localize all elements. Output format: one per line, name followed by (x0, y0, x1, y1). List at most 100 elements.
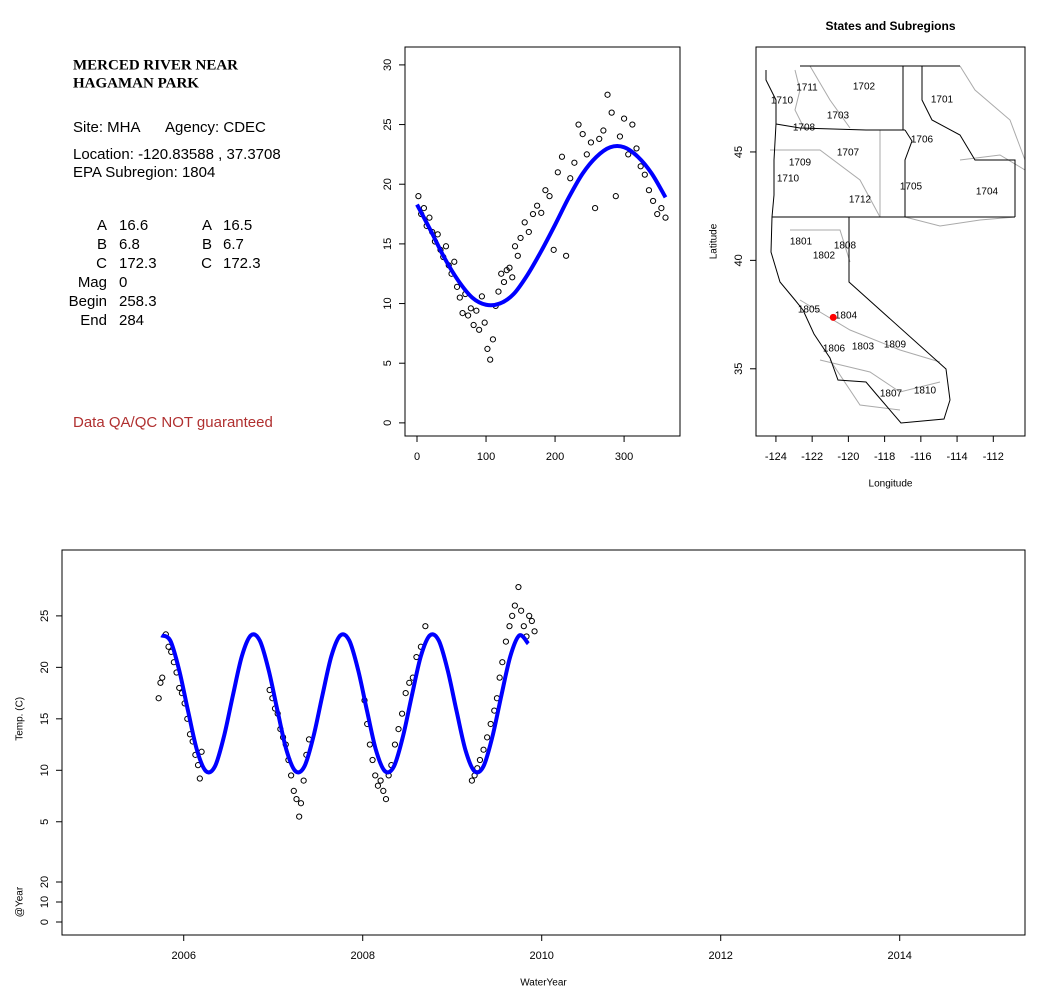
param-label: Mag (78, 274, 107, 291)
x-tick-label: 2006 (171, 950, 195, 962)
plot-frame (404, 46, 681, 437)
data-point (420, 204, 428, 212)
location: Location: -120.83588 , 37.3708 (73, 146, 281, 163)
y-tick-label: 15 (39, 713, 51, 725)
data-point (521, 219, 528, 226)
data-point (620, 115, 628, 122)
plot-frame (755, 46, 1026, 437)
data-point (487, 356, 494, 363)
y-tick-label: 20 (382, 178, 394, 190)
region-label: 1802 (813, 251, 836, 262)
region-label: 1807 (880, 389, 903, 400)
data-point (395, 726, 402, 733)
data-point (612, 193, 619, 200)
data-point (529, 210, 537, 218)
y-tick-label: 15 (382, 238, 394, 250)
data-point (514, 252, 521, 259)
x-tick-label: -116 (910, 451, 931, 463)
region-label: 1804 (835, 311, 858, 322)
subregion-line (770, 65, 1026, 411)
data-point (377, 777, 384, 784)
x-axis-label: Longitude (869, 479, 913, 490)
region-label: 1806 (823, 344, 846, 355)
disclaimer: Data QA/QC NOT guaranteed (73, 414, 273, 431)
data-point (159, 674, 166, 681)
data-point (484, 345, 491, 352)
y-tick-label: 20 (39, 876, 51, 888)
site-id: Site: MHA (73, 119, 141, 136)
x-tick-label: 2014 (887, 950, 911, 962)
data-point (554, 169, 561, 176)
x-tick-label: -124 (765, 451, 787, 463)
y-axis-label: Latitude (709, 223, 720, 259)
data-point (583, 151, 590, 158)
x-tick-label: -120 (837, 451, 859, 463)
y-axis-label: @Year (15, 886, 26, 917)
data-point (476, 326, 483, 333)
data-point (426, 214, 433, 221)
param-value: 0 (119, 274, 127, 291)
data-point (196, 775, 203, 782)
region-label: 1705 (900, 182, 923, 193)
y-tick-label: 0 (39, 919, 51, 925)
data-point (531, 628, 538, 635)
data-point (402, 689, 409, 697)
location-label: Location: (73, 146, 134, 163)
data-point (372, 772, 379, 779)
data-point (453, 283, 461, 290)
data-point (464, 312, 472, 319)
region-label: 1712 (849, 195, 872, 206)
region-label: 1703 (827, 111, 850, 122)
x-tick-label: 100 (477, 451, 495, 463)
data-point (654, 210, 661, 218)
subregion: EPA Subregion: 1804 (73, 164, 215, 181)
y-tick-label: 20 (39, 661, 51, 673)
x-tick-label: 2010 (529, 950, 553, 962)
data-point (495, 288, 502, 295)
region-label: 1805 (798, 305, 821, 316)
region-label: 1702 (853, 82, 876, 93)
coast-border (765, 70, 951, 424)
data-point (575, 121, 582, 128)
data-point (596, 135, 603, 142)
data-point (406, 679, 413, 686)
data-point (500, 278, 508, 286)
latitude: 37.3708 (226, 146, 280, 163)
x-tick-label: 2008 (350, 950, 374, 962)
data-point (442, 243, 450, 250)
y-tick-label: 0 (382, 420, 394, 426)
longitude: -120.83588 (138, 146, 214, 163)
data-point (422, 623, 429, 630)
region-label: 1707 (837, 148, 860, 159)
data-point (658, 204, 665, 212)
region-label: 1706 (911, 135, 934, 146)
x-axis-label: WaterYear (520, 978, 567, 989)
data-point (297, 800, 305, 807)
region-label: 1809 (884, 340, 907, 351)
map-outlines (765, 65, 1026, 424)
data-point (515, 583, 522, 591)
region-label: 1710 (777, 174, 800, 185)
y-tick-label: 35 (733, 363, 745, 375)
data-point (473, 307, 480, 314)
data-point (380, 787, 387, 794)
param-value: 172.3 (223, 255, 261, 272)
data-point (587, 139, 595, 146)
data-point (300, 777, 307, 784)
data-point (369, 756, 376, 764)
separator: , (218, 146, 222, 163)
param-label: A (202, 217, 212, 234)
param-label: B (97, 236, 107, 253)
data-point (563, 252, 570, 259)
site-title: MERCED RIVER NEAR (73, 57, 238, 73)
chart-title: States and Subregions (825, 19, 955, 33)
data-point (456, 294, 463, 301)
param-label: C (201, 255, 212, 272)
data-point (415, 193, 422, 200)
data-point (649, 197, 657, 205)
data-point (511, 243, 519, 250)
data-point (538, 209, 545, 216)
x-tick-label: -118 (874, 451, 895, 463)
region-label: 1708 (793, 123, 816, 134)
